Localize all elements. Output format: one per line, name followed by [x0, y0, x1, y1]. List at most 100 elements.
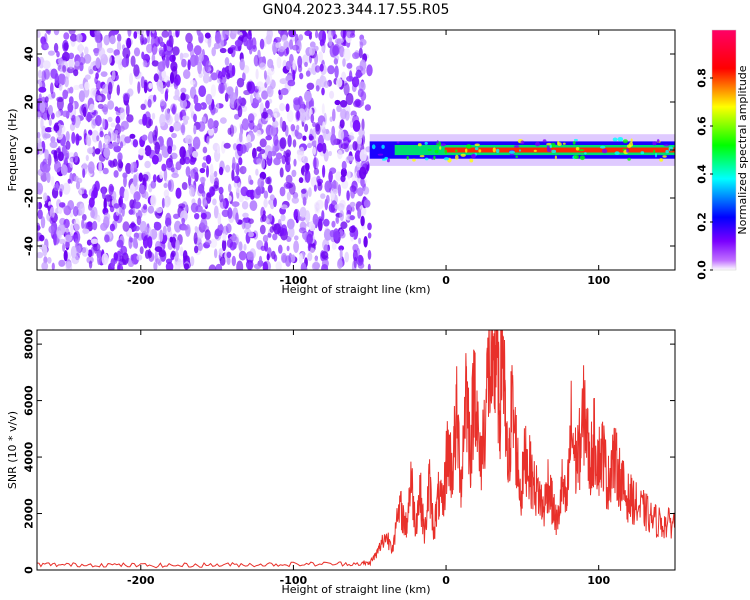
noise-blob [198, 53, 204, 62]
noise-blob [263, 198, 268, 208]
noise-blob [155, 258, 161, 264]
noise-blob [241, 200, 249, 210]
noise-blob [42, 244, 48, 257]
noise-blob [238, 157, 243, 166]
noise-blob [253, 54, 260, 67]
snr-x-tick-label: -200 [127, 574, 155, 587]
noise-blob [104, 134, 111, 144]
noise-blob [116, 41, 122, 52]
noise-blob [49, 141, 58, 149]
signal-speckle [478, 149, 482, 153]
noise-blob [113, 203, 120, 209]
noise-blob [188, 142, 193, 155]
noise-blob [360, 215, 365, 227]
noise-blob [82, 106, 87, 118]
signal-speckle [562, 142, 566, 145]
noise-blob [333, 137, 337, 146]
noise-blob [293, 240, 299, 253]
snr-x-tick-label: 0 [442, 574, 450, 587]
signal-speckle [653, 149, 656, 154]
noise-blob [202, 73, 210, 84]
noise-blob [126, 37, 132, 49]
noise-blob [331, 242, 337, 250]
noise-blob [83, 53, 92, 64]
noise-blob [148, 250, 153, 258]
noise-blob [97, 216, 101, 223]
noise-blob [302, 196, 307, 206]
noise-blob [283, 181, 292, 190]
noise-blob [209, 163, 214, 176]
noise-blob [291, 169, 297, 178]
noise-blob [147, 205, 155, 214]
noise-blob [317, 216, 323, 225]
signal-speckle [573, 138, 578, 142]
noise-blob [111, 70, 116, 81]
noise-blob [49, 216, 54, 225]
signal-speckle [444, 149, 447, 155]
noise-blob [101, 187, 106, 200]
noise-blob [96, 252, 102, 265]
noise-blob [279, 137, 287, 149]
noise-blob [77, 56, 86, 66]
noise-blob [231, 233, 237, 242]
noise-blob [305, 70, 311, 77]
noise-blob [182, 250, 188, 261]
signal-speckle [599, 145, 606, 149]
signal-speckle [655, 153, 657, 158]
noise-blob [89, 68, 94, 75]
noise-blob [95, 57, 101, 69]
noise-blob [114, 54, 123, 65]
noise-blob [158, 250, 166, 258]
noise-blob [359, 41, 364, 49]
noise-blob [302, 135, 307, 141]
noise-blob [329, 167, 337, 174]
noise-blob [296, 110, 301, 120]
noise-blob [360, 177, 365, 187]
noise-blob [272, 233, 278, 241]
noise-blob [97, 103, 104, 109]
noise-blob [159, 49, 165, 57]
noise-blob [343, 48, 351, 62]
noise-blob [336, 105, 342, 113]
noise-blob [198, 85, 207, 97]
noise-blob [101, 253, 109, 265]
signal-speckle [656, 139, 660, 144]
noise-blob [116, 84, 121, 96]
signal-speckle [509, 150, 515, 154]
noise-blob [141, 134, 148, 141]
noise-blob [78, 90, 85, 103]
noise-blob [148, 82, 153, 90]
noise-blob [200, 217, 208, 231]
noise-blob [37, 56, 41, 67]
noise-blob [47, 50, 55, 56]
signal-speckle [440, 143, 446, 147]
signal-speckle [572, 141, 576, 145]
spectrogram-x-tick-label: 0 [442, 274, 450, 287]
noise-blob [315, 123, 321, 135]
noise-blob [226, 86, 234, 95]
noise-blob [197, 121, 206, 132]
noise-blob [51, 262, 55, 270]
noise-blob [48, 225, 55, 234]
noise-blob [50, 175, 55, 187]
noise-blob [259, 102, 264, 115]
noise-blob [340, 30, 347, 39]
noise-blob [279, 103, 286, 112]
noise-blob [303, 107, 311, 121]
noise-blob [323, 244, 329, 254]
noise-blob [281, 120, 287, 133]
noise-blob [363, 199, 371, 208]
noise-blob [285, 60, 292, 71]
noise-blob [58, 238, 66, 244]
noise-blob [175, 161, 182, 171]
noise-blob [180, 124, 185, 134]
noise-blob [358, 237, 362, 245]
noise-blob [128, 209, 134, 215]
noise-blob [57, 151, 64, 162]
noise-blob [123, 188, 129, 202]
noise-blob [143, 191, 149, 200]
noise-blob [153, 221, 162, 231]
noise-blob [266, 253, 270, 261]
noise-blob [124, 136, 131, 144]
signal-speckle [417, 143, 422, 147]
